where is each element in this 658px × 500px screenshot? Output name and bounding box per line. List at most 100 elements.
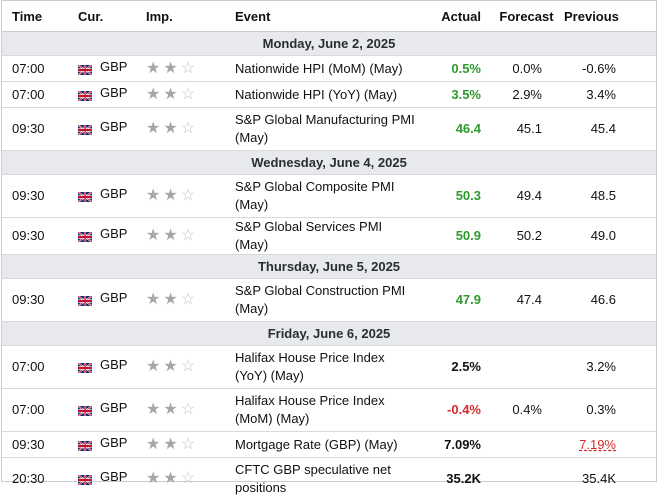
event-previous: 3.4% (586, 87, 616, 102)
event-actual: 50.3 (456, 188, 481, 203)
event-previous-cell: 3.4% (564, 82, 656, 108)
event-row[interactable]: 09:30 GBP ★★☆S&P Global Manufacturing PMI … (2, 108, 656, 151)
event-name[interactable]: S&P Global Composite PMI (May) (235, 175, 417, 218)
event-currency: GBP (100, 84, 127, 102)
event-forecast: 2.9% (489, 82, 564, 108)
event-actual: 3.5% (451, 87, 481, 102)
event-name[interactable]: Nationwide HPI (MoM) (May) (235, 56, 417, 82)
event-time: 07:00 (2, 56, 78, 82)
star-filled-icon: ★ (163, 359, 177, 375)
star-filled-icon: ★ (163, 471, 177, 487)
header-event[interactable]: Event (235, 1, 417, 32)
event-time: 07:00 (2, 389, 78, 432)
star-filled-icon: ★ (163, 437, 177, 453)
event-currency: GBP (100, 468, 127, 486)
event-name[interactable]: Halifax House Price Index (MoM) (May) (235, 389, 417, 432)
event-currency-cell: GBP (78, 218, 146, 255)
event-importance: ★★☆ (146, 389, 235, 432)
event-row[interactable]: 09:30 GBP ★★☆S&P Global Composite PMI (May… (2, 175, 656, 218)
header-row: Time Cur. Imp. Event Actual Forecast Pre… (2, 1, 656, 32)
event-name[interactable]: CFTC GBP speculative net positions (235, 458, 417, 500)
event-forecast (489, 346, 564, 389)
event-time: 09:30 (2, 108, 78, 151)
star-filled-icon: ★ (163, 292, 177, 308)
header-currency[interactable]: Cur. (78, 1, 146, 32)
event-previous: -0.6% (582, 61, 616, 76)
event-currency-cell: GBP (78, 175, 146, 218)
star-empty-icon: ☆ (181, 228, 195, 244)
star-filled-icon: ★ (146, 87, 160, 103)
uk-flag-icon (78, 122, 92, 132)
event-importance: ★★☆ (146, 175, 235, 218)
event-currency: GBP (100, 356, 127, 374)
star-filled-icon: ★ (163, 121, 177, 137)
event-actual-cell: 50.3 (417, 175, 489, 218)
event-actual: 35.2K (446, 471, 481, 486)
event-forecast (489, 458, 564, 500)
star-filled-icon: ★ (146, 437, 160, 453)
star-filled-icon: ★ (146, 292, 160, 308)
day-header-row: Thursday, June 5, 2025 (2, 255, 656, 279)
event-currency-cell: GBP (78, 82, 146, 108)
event-currency: GBP (100, 58, 127, 76)
event-importance: ★★☆ (146, 108, 235, 151)
event-currency: GBP (100, 118, 127, 136)
event-time: 07:00 (2, 82, 78, 108)
star-empty-icon: ☆ (181, 471, 195, 487)
header-actual[interactable]: Actual (417, 1, 489, 32)
event-name[interactable]: S&P Global Services PMI (May) (235, 218, 417, 255)
header-forecast[interactable]: Forecast (489, 1, 564, 32)
event-currency-cell: GBP (78, 56, 146, 82)
event-currency-cell: GBP (78, 458, 146, 500)
event-name[interactable]: S&P Global Construction PMI (May) (235, 279, 417, 322)
event-forecast: 50.2 (489, 218, 564, 255)
event-name[interactable]: Nationwide HPI (YoY) (May) (235, 82, 417, 108)
event-previous-revised[interactable]: 7.19% (579, 437, 616, 452)
event-currency: GBP (100, 185, 127, 203)
event-actual-cell: 35.2K (417, 458, 489, 500)
event-previous-cell: 46.6 (564, 279, 656, 322)
event-time: 09:30 (2, 432, 78, 458)
star-empty-icon: ☆ (181, 437, 195, 453)
day-header-row: Friday, June 6, 2025 (2, 322, 656, 346)
star-filled-icon: ★ (163, 87, 177, 103)
event-actual-cell: 3.5% (417, 82, 489, 108)
event-time: 09:30 (2, 175, 78, 218)
event-actual-cell: -0.4% (417, 389, 489, 432)
event-name[interactable]: S&P Global Manufacturing PMI (May) (235, 108, 417, 151)
star-filled-icon: ★ (163, 228, 177, 244)
event-time: 20:30 (2, 458, 78, 500)
event-currency-cell: GBP (78, 389, 146, 432)
event-currency-cell: GBP (78, 432, 146, 458)
header-previous[interactable]: Previous (564, 1, 656, 32)
uk-flag-icon (78, 229, 92, 239)
event-previous: 3.2% (586, 359, 616, 374)
event-previous: 46.6 (591, 292, 616, 307)
header-importance[interactable]: Imp. (146, 1, 235, 32)
event-importance: ★★☆ (146, 218, 235, 255)
event-actual-cell: 50.9 (417, 218, 489, 255)
event-time: 07:00 (2, 346, 78, 389)
event-previous-cell: 45.4 (564, 108, 656, 151)
event-name[interactable]: Mortgage Rate (GBP) (May) (235, 432, 417, 458)
event-actual: 46.4 (456, 121, 481, 136)
event-name[interactable]: Halifax House Price Index (YoY) (May) (235, 346, 417, 389)
event-currency-cell: GBP (78, 346, 146, 389)
header-time[interactable]: Time (2, 1, 78, 32)
event-actual: 2.5% (451, 359, 481, 374)
event-previous-cell: 48.5 (564, 175, 656, 218)
event-actual: 0.5% (451, 61, 481, 76)
uk-flag-icon (78, 88, 92, 98)
event-actual-cell: 47.9 (417, 279, 489, 322)
event-actual-cell: 0.5% (417, 56, 489, 82)
uk-flag-icon (78, 403, 92, 413)
